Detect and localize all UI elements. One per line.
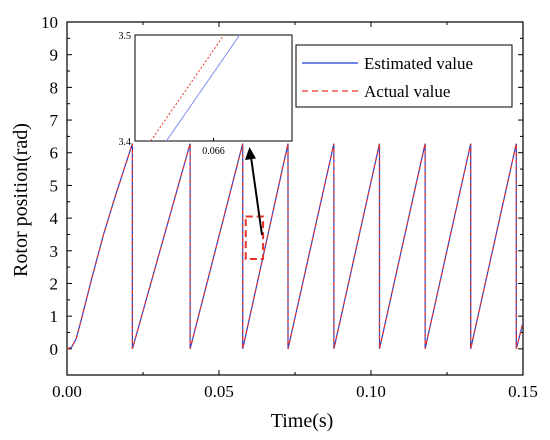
inset-frame [134,34,293,142]
zoom-arrow-head [245,147,256,160]
zoom-inset: 3.5 3.4 0.066 [119,31,293,236]
y-tick-label: 7 [50,111,59,130]
y-tick-label: 5 [50,176,59,195]
inset-actual-line [150,34,225,142]
y-tick-label: 3 [50,242,59,261]
y-tick-label: 4 [50,209,59,228]
zoom-box [244,215,265,260]
series-group [67,143,523,350]
x-tick-label: 0.00 [52,382,82,401]
x-tick-label: 0.05 [204,382,234,401]
y-tick-label: 1 [50,307,59,326]
x-tick-label: 0.10 [356,382,386,401]
legend-box [295,44,513,108]
y-axis-label: Rotor position(rad) [10,123,32,277]
y-tick-label: 6 [50,144,59,163]
y-tick-label: 0 [50,340,59,359]
y-tick-label: 10 [41,13,58,32]
inset-y-tick-label: 3.5 [119,31,132,42]
series-line-estimated-value [67,143,523,350]
y-tick-label: 9 [50,46,59,65]
x-tick-label: 0.15 [508,382,538,401]
inset-y-tick-label: 3.4 [119,137,132,148]
inset-x-tick-label: 0.066 [202,146,225,157]
legend-label: Actual value [364,82,450,101]
legend-label: Estimated value [364,54,473,73]
main-plot: 0 1 2 3 4 5 6 7 8 9 10 0.00 0.05 0.10 0.15 [41,13,538,401]
y-tick-label: 8 [50,78,59,97]
zoom-arrow-shaft [250,156,263,236]
inset-estimated-line [165,34,241,142]
y-tick-label: 2 [50,274,59,293]
legend: Estimated value Actual value [295,44,513,108]
series-line-actual-value [67,143,523,350]
x-axis-label: Time(s) [271,410,334,432]
